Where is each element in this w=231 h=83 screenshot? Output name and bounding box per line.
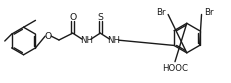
Text: Br: Br — [156, 8, 166, 17]
Text: O: O — [69, 13, 76, 22]
Text: NH: NH — [107, 36, 121, 44]
Text: NH: NH — [80, 36, 93, 44]
Text: S: S — [97, 13, 103, 22]
Text: O: O — [45, 32, 52, 41]
Text: HOOC: HOOC — [162, 64, 188, 73]
Text: Br: Br — [204, 8, 213, 17]
